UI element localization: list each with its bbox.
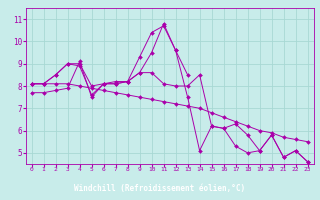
Text: Windchill (Refroidissement éolien,°C): Windchill (Refroidissement éolien,°C) (75, 184, 245, 192)
